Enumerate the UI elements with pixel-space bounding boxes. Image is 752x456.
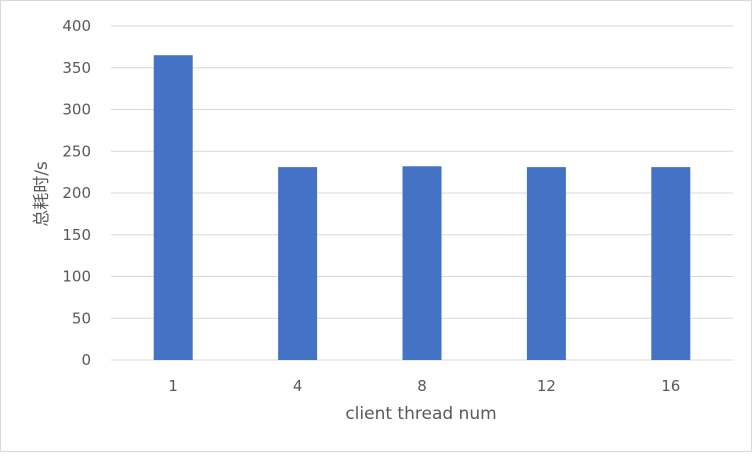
- x-tick-label: 4: [293, 377, 303, 395]
- y-tick-label: 100: [62, 268, 91, 286]
- y-axis-ticks: 0 50 100 150 200 250 300 350 400: [62, 17, 91, 369]
- x-tick-label: 16: [661, 377, 680, 395]
- y-tick-label: 200: [62, 184, 91, 202]
- x-tick-label: 1: [168, 377, 178, 395]
- x-tick-label: 12: [537, 377, 556, 395]
- bar-12: [526, 167, 566, 360]
- x-axis-title: client thread num: [345, 404, 496, 424]
- y-tick-label: 400: [62, 17, 91, 35]
- y-tick-label: 50: [72, 309, 91, 327]
- bar-8: [402, 166, 442, 360]
- y-tick-label: 0: [81, 351, 91, 369]
- bar-16: [651, 167, 691, 360]
- y-tick-label: 300: [62, 101, 91, 119]
- y-axis-title: 总耗时/s: [32, 161, 52, 227]
- x-tick-label: 8: [417, 377, 427, 395]
- x-axis-ticks: 1 4 8 12 16: [168, 377, 680, 395]
- bar-4: [278, 167, 318, 360]
- bar-1: [153, 55, 193, 360]
- y-tick-label: 350: [62, 59, 91, 77]
- y-tick-label: 150: [62, 226, 91, 244]
- bars: [153, 55, 691, 360]
- y-tick-label: 250: [62, 142, 91, 160]
